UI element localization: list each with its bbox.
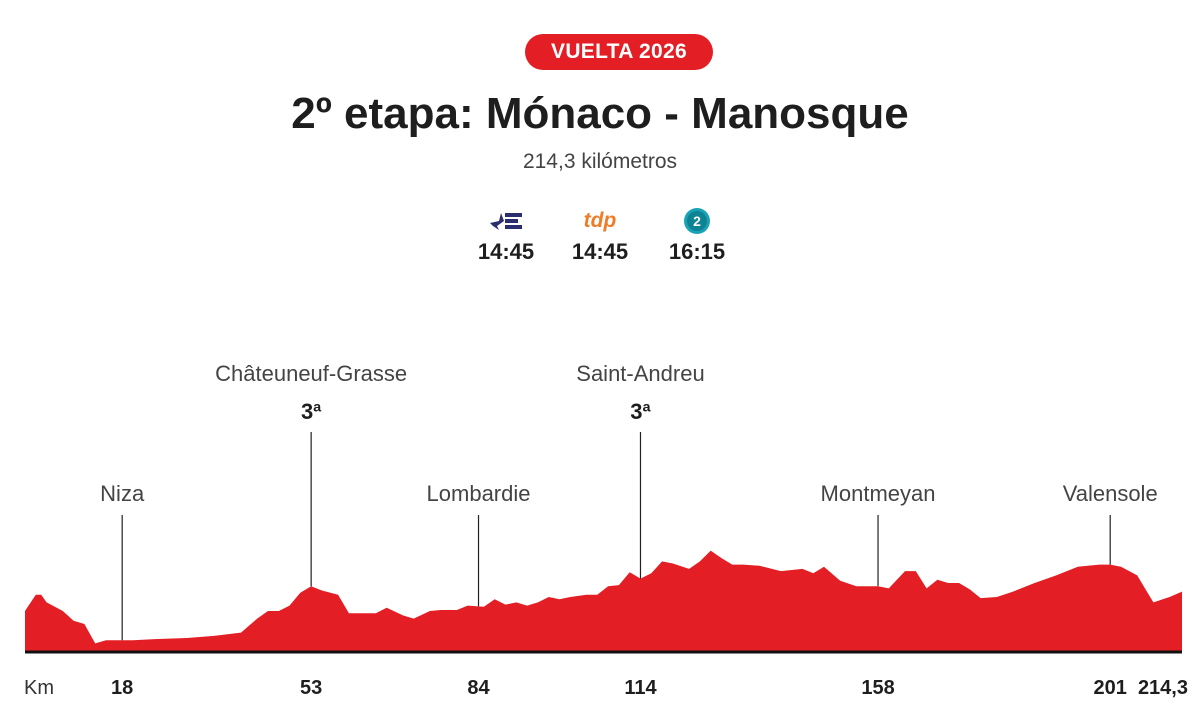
broadcast-time: 14:45 <box>477 239 535 264</box>
climb-category: 3ª <box>301 399 322 424</box>
stage-distance: 214,3 kilómetros <box>522 150 678 173</box>
landmark-name: Valensole <box>1063 481 1158 506</box>
page-title: 2º etapa: Mónaco - Manosque <box>291 89 909 138</box>
landmark-name: Niza <box>100 481 145 506</box>
km-tick-label: 18 <box>111 677 133 699</box>
broadcast-time: 16:15 <box>668 239 726 264</box>
landmark-name: Châteuneuf-Grasse <box>215 361 407 386</box>
tdp-logo-text: tdp <box>583 209 617 232</box>
landmark-name: Montmeyan <box>821 481 936 506</box>
km-tick-label: 53 <box>300 677 322 699</box>
la2-logo: 2 <box>652 205 742 237</box>
km-tick-label: 214,3 <box>1138 677 1188 699</box>
landmark-name: Lombardie <box>427 481 531 506</box>
km-tick-label: 158 <box>861 677 894 699</box>
eurosport-logo <box>461 205 551 237</box>
broadcast-time: 14:45 <box>571 239 629 264</box>
climb-category: 3ª <box>630 399 651 424</box>
elevation-profile-area <box>25 550 1182 651</box>
broadcast-eurosport: 14:45 <box>461 205 551 267</box>
km-tick-label: 84 <box>467 677 490 699</box>
km-tick-label: 114 <box>624 677 657 699</box>
km-tick-label: 201 <box>1094 677 1127 699</box>
tdp-logo: tdp <box>555 205 645 237</box>
landmark-markers: Niza Châteuneuf-Grasse 3ª Lombardie Saint-An… <box>100 361 1158 641</box>
landmark-name: Saint-Andreu <box>576 361 704 386</box>
race-badge: VUELTA 2026 <box>525 34 713 70</box>
km-ticks: 18 53 84 114 158 201 214,3 <box>111 677 1188 699</box>
x-axis-label: Km <box>24 677 54 699</box>
broadcast-la2: 2 16:15 <box>652 205 742 267</box>
broadcast-tdp: tdp 14:45 <box>555 205 645 267</box>
la2-logo-text: 2 <box>693 213 701 229</box>
